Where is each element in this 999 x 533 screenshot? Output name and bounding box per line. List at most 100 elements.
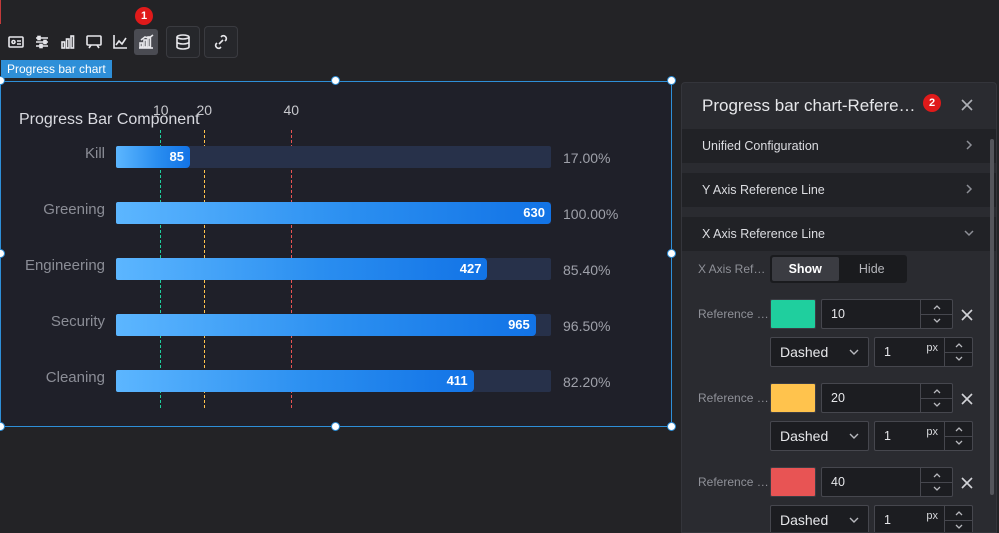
sliders-icon-button[interactable]	[30, 29, 54, 55]
toolbar	[0, 26, 238, 58]
line-width-input[interactable]: 1 px	[874, 505, 973, 533]
chevron-up-icon[interactable]	[945, 338, 972, 352]
reference-value[interactable]: 40	[831, 475, 845, 489]
line-width-input[interactable]: 1 px	[874, 421, 973, 451]
line-width-value[interactable]: 1	[884, 429, 891, 443]
section-y-axis-reference[interactable]: Y Axis Reference Line	[682, 173, 996, 207]
toolbar-group-data	[166, 26, 200, 58]
line-width-value[interactable]: 1	[884, 345, 891, 359]
progress-bar: 85	[116, 146, 190, 168]
resize-handle-tr[interactable]	[667, 76, 676, 85]
line-width-value[interactable]: 1	[884, 513, 891, 527]
progress-track: 85	[116, 146, 551, 168]
category-label: Greening	[43, 201, 105, 218]
config-panel: Progress bar chart-Reference line Unifie…	[681, 82, 997, 533]
chevron-down-icon	[849, 433, 859, 439]
bar-chart-icon	[61, 35, 75, 49]
card-icon-button[interactable]	[4, 29, 28, 55]
step-badge-2: 2	[923, 94, 941, 112]
chevron-right-icon	[964, 183, 974, 197]
link-icon-button[interactable]	[209, 29, 233, 55]
remove-reference-button[interactable]	[961, 476, 973, 489]
chevron-up-icon[interactable]	[945, 506, 972, 520]
chevron-down-icon[interactable]	[921, 481, 952, 497]
section-label: Y Axis Reference Line	[702, 183, 825, 197]
comment-icon-button[interactable]	[82, 29, 106, 55]
resize-handle-tl[interactable]	[0, 76, 5, 85]
progress-bar: 965	[116, 314, 536, 336]
chart-frame[interactable]: Progress Bar Component 10 20 40 Kill 85 17.00…	[0, 81, 672, 427]
x-axis-toggle-label: X Axis Reference line	[698, 262, 770, 276]
line-style-select[interactable]: Dashed	[770, 421, 869, 451]
chevron-up-icon[interactable]	[921, 300, 952, 314]
color-swatch[interactable]	[770, 383, 816, 413]
category-label: Cleaning	[45, 369, 105, 386]
progress-bar: 630	[116, 202, 551, 224]
resize-handle-tm[interactable]	[331, 76, 340, 85]
chevron-right-icon	[964, 139, 974, 153]
resize-handle-mr[interactable]	[667, 249, 676, 258]
progress-chart-icon-button[interactable]	[134, 29, 158, 55]
panel-scrollbar[interactable]	[990, 139, 994, 495]
bar-chart-icon-button[interactable]	[56, 29, 80, 55]
category-label: Security	[50, 313, 105, 330]
reference-value-input[interactable]: 20	[821, 383, 953, 413]
resize-handle-bm[interactable]	[331, 422, 340, 431]
bar-value-label: 965	[508, 317, 530, 332]
chevron-up-icon[interactable]	[921, 384, 952, 398]
section-unified-config[interactable]: Unified Configuration	[682, 129, 996, 163]
chevron-down-icon[interactable]	[945, 351, 972, 367]
resize-handle-bl[interactable]	[0, 422, 5, 431]
chevron-down-icon[interactable]	[921, 397, 952, 413]
line-style-select[interactable]: Dashed	[770, 505, 869, 532]
line-style-value: Dashed	[780, 344, 829, 360]
chevron-down-icon	[964, 227, 974, 241]
percent-label: 85.40%	[563, 262, 611, 278]
close-button[interactable]	[960, 98, 976, 114]
color-swatch[interactable]	[770, 299, 816, 329]
progress-track: 427	[116, 258, 551, 280]
unit-label: px	[926, 342, 938, 354]
remove-reference-button[interactable]	[961, 392, 973, 405]
chevron-up-icon[interactable]	[945, 422, 972, 436]
category-label: Kill	[84, 145, 105, 162]
bar-value-label: 411	[446, 373, 468, 388]
reference-style-row: Dashed 1 px	[770, 505, 973, 533]
resize-handle-ml[interactable]	[0, 249, 5, 258]
show-option[interactable]: Show	[772, 257, 839, 281]
reference-style-row: Dashed 1 px	[770, 337, 973, 367]
section-x-axis-reference[interactable]: X Axis Reference Line	[682, 217, 996, 251]
chevron-down-icon[interactable]	[921, 313, 952, 329]
line-style-select[interactable]: Dashed	[770, 337, 869, 367]
progress-track: 965	[116, 314, 551, 336]
reference-value-input[interactable]: 10	[821, 299, 953, 329]
color-swatch[interactable]	[770, 467, 816, 497]
chevron-down-icon[interactable]	[945, 435, 972, 451]
reference-row: Reference line 20	[698, 383, 973, 413]
resize-handle-br[interactable]	[667, 422, 676, 431]
reference-value[interactable]: 20	[831, 391, 845, 405]
close-icon	[961, 99, 973, 111]
line-width-input[interactable]: 1 px	[874, 337, 973, 367]
link-icon	[214, 34, 228, 50]
reference-tick-label: 40	[283, 102, 300, 118]
close-icon	[961, 309, 973, 321]
trend-icon-button[interactable]	[108, 29, 132, 55]
reference-value-input[interactable]: 40	[821, 467, 953, 497]
chevron-down-icon[interactable]	[945, 519, 972, 533]
reference-value[interactable]: 10	[831, 307, 845, 321]
chevron-up-icon[interactable]	[921, 468, 952, 482]
unit-label: px	[926, 426, 938, 438]
progress-track: 630	[116, 202, 551, 224]
reference-row: Reference line 40	[698, 467, 973, 497]
trend-icon	[113, 35, 127, 49]
remove-reference-button[interactable]	[961, 308, 973, 321]
database-icon-button[interactable]	[171, 29, 195, 55]
reference-tick-label: 10	[153, 102, 169, 118]
x-axis-toggle-row: X Axis Reference line Show Hide	[698, 255, 907, 283]
percent-label: 17.00%	[563, 150, 611, 166]
category-label: Engineering	[24, 257, 105, 274]
hide-option[interactable]: Hide	[858, 262, 885, 276]
unit-label: px	[926, 510, 938, 522]
progress-bar: 411	[116, 370, 474, 392]
